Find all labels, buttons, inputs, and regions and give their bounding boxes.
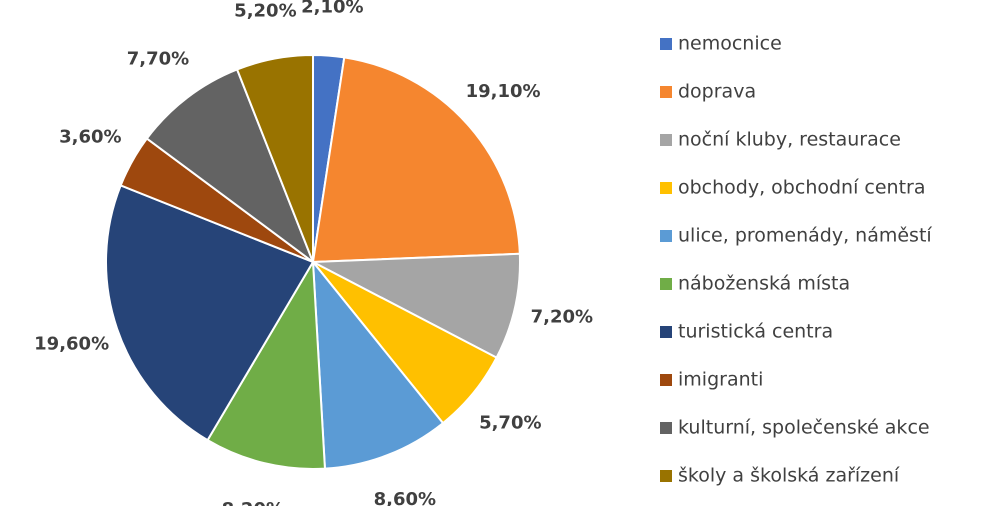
pie-slice — [235, 53, 314, 263]
legend-label: náboženská místa — [678, 273, 850, 295]
pie-slice — [105, 184, 315, 442]
data-label: 8,60% — [374, 489, 436, 506]
legend-label: doprava — [678, 81, 756, 103]
data-label: 3,60% — [59, 127, 121, 148]
data-label: 7,70% — [127, 49, 189, 70]
legend-swatch — [660, 182, 672, 194]
pie-slice — [145, 68, 316, 265]
data-label: 19,60% — [34, 333, 109, 354]
legend-label: nemocnice — [678, 33, 782, 55]
pie-slice — [311, 258, 445, 470]
legend-label: obchody, obchodní centra — [678, 177, 925, 199]
pie-slice — [311, 56, 521, 264]
legend-swatch — [660, 470, 672, 482]
legend-label: ulice, promenády, náměstí — [678, 225, 932, 247]
legend-label: turistická centra — [678, 321, 833, 343]
data-label: 5,70% — [479, 413, 541, 434]
legend-swatch — [660, 134, 672, 146]
legend-swatch — [660, 374, 672, 386]
pie-slice — [206, 258, 327, 470]
legend-label: imigranti — [678, 369, 763, 391]
data-label: 19,10% — [466, 81, 541, 102]
legend-label: noční kluby, restaurace — [678, 129, 901, 151]
legend-swatch — [660, 230, 672, 242]
legend-label: školy a školská zařízení — [678, 465, 900, 487]
legend-label: kulturní, společenské akce — [678, 417, 930, 439]
legend-swatch — [660, 38, 672, 50]
data-label: 2,10% — [301, 0, 363, 18]
legend-swatch — [660, 422, 672, 434]
legend-swatch — [660, 86, 672, 98]
pie-slice — [309, 252, 521, 359]
data-label: 5,20% — [234, 0, 296, 21]
legend-swatch — [660, 326, 672, 338]
data-label: 8,20% — [222, 499, 284, 506]
legend-swatch — [660, 278, 672, 290]
data-label: 7,20% — [531, 307, 593, 328]
